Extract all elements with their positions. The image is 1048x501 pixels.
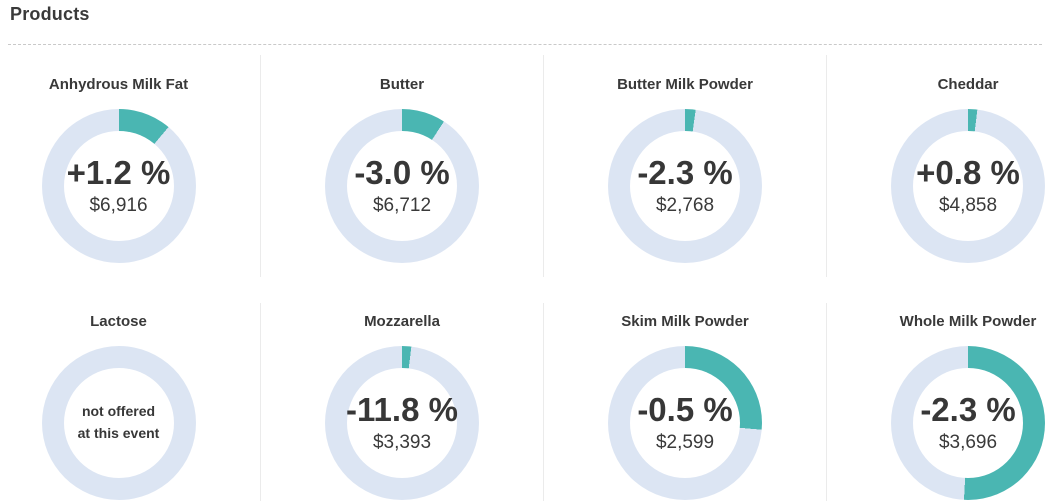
product-title: Lactose	[90, 313, 147, 330]
donut-chart[interactable]: not offered at this event	[41, 346, 196, 500]
donut-hole	[913, 131, 1023, 241]
donut-hole	[63, 368, 174, 478]
change-percent: -2.3 %	[920, 391, 1016, 429]
page-header: Products	[0, 0, 1048, 25]
product-card-skim-milk-powder: Skim Milk Powder -0.5 % $2,599	[543, 303, 826, 501]
change-percent: -2.3 %	[637, 154, 733, 192]
donut-chart[interactable]: -2.3 % $3,696	[891, 346, 1045, 500]
not-offered-note: not offered at this event	[77, 403, 160, 441]
price-value: $2,599	[655, 431, 715, 453]
donut-center: -0.5 % $2,599	[608, 346, 762, 500]
donut-center: -11.8 % $3,393	[325, 346, 479, 500]
donut-hole	[347, 131, 457, 241]
product-card-lactose: Lactose not offered at this event	[0, 303, 260, 501]
donut-center: -2.3 % $2,768	[608, 109, 762, 263]
donut-chart[interactable]: -3.0 % $6,712	[325, 109, 479, 263]
product-card-butter-milk-powder: Butter Milk Powder -2.3 % $2,768	[543, 55, 826, 277]
donut-hole	[913, 368, 1023, 478]
product-title: Mozzarella	[364, 313, 440, 330]
products-row-1: Anhydrous Milk Fat +1.2 % $6,916 Butter …	[0, 55, 1048, 277]
product-card-anhydrous-milk-fat: Anhydrous Milk Fat +1.2 % $6,916	[0, 55, 260, 277]
product-card-butter: Butter -3.0 % $6,712	[260, 55, 543, 277]
donut-chart[interactable]: +1.2 % $6,916	[41, 109, 196, 263]
price-value: $2,768	[655, 194, 715, 216]
donut-hole	[630, 131, 740, 241]
change-percent: -0.5 %	[637, 391, 733, 429]
product-title: Cheddar	[937, 76, 999, 93]
price-value: $4,858	[938, 194, 998, 216]
donut-center: -3.0 % $6,712	[325, 109, 479, 263]
dashed-divider	[8, 44, 1042, 45]
donut-chart[interactable]: -0.5 % $2,599	[608, 346, 762, 500]
product-title: Butter	[379, 76, 425, 93]
donut-center: not offered at this event	[42, 346, 196, 500]
donut-center: -2.3 % $3,696	[891, 346, 1045, 500]
change-percent: +1.2 %	[66, 154, 171, 192]
product-card-cheddar: Cheddar +0.8 % $4,858	[826, 55, 1048, 277]
donut-chart[interactable]: +0.8 % $4,858	[891, 109, 1045, 263]
donut-chart[interactable]: -11.8 % $3,393	[325, 346, 479, 500]
product-title: Butter Milk Powder	[617, 76, 753, 93]
product-title: Skim Milk Powder	[621, 313, 749, 330]
product-card-whole-milk-powder: Whole Milk Powder -2.3 % $3,696	[826, 303, 1048, 501]
price-value: $6,712	[372, 194, 432, 216]
products-row-2: Lactose not offered at this event Mozzar…	[0, 303, 1048, 501]
product-title: Anhydrous Milk Fat	[48, 76, 189, 93]
price-value: $3,696	[938, 431, 998, 453]
donut-center: +1.2 % $6,916	[42, 109, 196, 263]
price-value: $6,916	[89, 194, 148, 216]
donut-chart[interactable]: -2.3 % $2,768	[608, 109, 762, 263]
change-percent: -3.0 %	[354, 154, 450, 192]
product-title: Whole Milk Powder	[899, 313, 1037, 330]
change-percent: -11.8 %	[346, 391, 458, 429]
donut-center: +0.8 % $4,858	[891, 109, 1045, 263]
product-card-mozzarella: Mozzarella -11.8 % $3,393	[260, 303, 543, 501]
change-percent: +0.8 %	[916, 154, 1020, 192]
donut-hole	[63, 131, 174, 241]
page-title: Products	[10, 4, 90, 24]
donut-hole	[630, 368, 740, 478]
products-grid: Anhydrous Milk Fat +1.2 % $6,916 Butter …	[0, 55, 1048, 501]
donut-hole	[347, 368, 457, 478]
price-value: $3,393	[372, 431, 432, 453]
